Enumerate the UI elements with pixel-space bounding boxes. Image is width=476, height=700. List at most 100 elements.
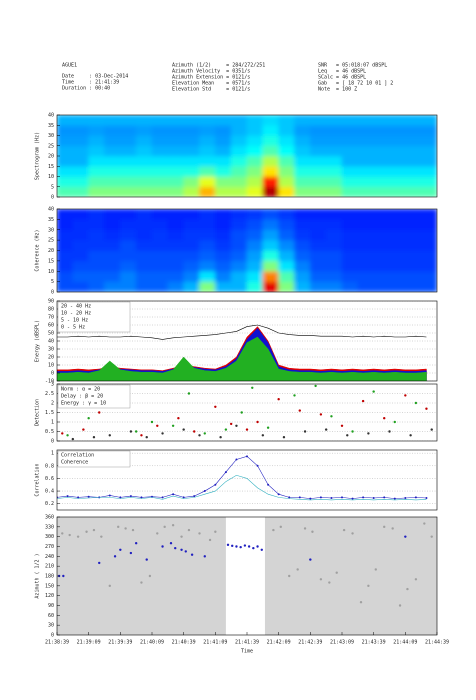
heatmap-cell [72, 209, 89, 220]
heatmap-cell [262, 155, 279, 167]
heatmap-cell [88, 260, 105, 272]
heatmap-cell [325, 155, 343, 167]
heatmap-cell [199, 250, 216, 262]
heatmap-cell [294, 176, 311, 188]
heatmap-cell [167, 229, 184, 241]
heatmap-cell [230, 260, 248, 272]
heatmap-cell [373, 250, 390, 262]
heatmap-cell [57, 260, 74, 272]
scatter-point [76, 535, 80, 538]
scatter-point [406, 587, 409, 591]
heatmap-cell [310, 115, 327, 126]
heatmap-cell [357, 124, 374, 136]
y-tick-label: 0.6 [45, 476, 54, 482]
heatmap-cell [88, 186, 105, 197]
heatmap-cell [341, 250, 359, 262]
series-line [57, 474, 427, 501]
heatmap-cell [215, 135, 232, 147]
legend-entry: 10 - 20 Hz [61, 311, 91, 317]
heatmap-cell [341, 186, 359, 197]
y-tick-label: 0 [51, 371, 54, 377]
heatmap-cell [420, 219, 437, 231]
heatmap-cell [325, 229, 343, 241]
heatmap-cell [341, 176, 359, 188]
legend-entry: 20 - 40 Hz [61, 304, 91, 310]
heatmap-cell [373, 270, 390, 282]
heatmap-cell [405, 186, 422, 197]
heatmap-cell [278, 145, 295, 157]
header-text: SCalc = 46 dBSPL [318, 75, 366, 81]
heatmap-cell [246, 260, 264, 272]
scatter-point [311, 530, 314, 533]
heatmap-cell [57, 176, 74, 188]
heatmap-cell [405, 281, 422, 292]
heatmap-cell [246, 250, 264, 262]
scatter-point [296, 568, 299, 571]
heatmap-cell [151, 165, 169, 177]
header-text: Azimuth Velocity = 0351/s [172, 69, 250, 75]
heatmap-cell [262, 165, 279, 177]
series-marker [77, 496, 80, 499]
series-marker [161, 496, 164, 499]
scatter-point [319, 413, 323, 416]
heatmap-cell [373, 115, 390, 126]
scatter-point [171, 523, 175, 527]
scatter-point [190, 553, 194, 556]
y-tick-label: 60 [48, 323, 54, 329]
x-tick-label: 21:42:09 [267, 640, 291, 646]
scatter-point [214, 530, 217, 533]
heatmap-cell [135, 209, 153, 220]
heatmap-cell [420, 260, 437, 272]
heatmap-cell [183, 176, 200, 188]
heatmap-cell [389, 250, 406, 262]
heatmap-cell [135, 250, 153, 262]
heatmap-cell [199, 229, 216, 241]
heatmap-cell [183, 260, 200, 272]
scatter-point [61, 532, 64, 535]
heatmap-cell [357, 135, 374, 147]
heatmap-cell [230, 219, 248, 231]
heatmap-cell [310, 165, 327, 177]
series-marker [288, 496, 291, 499]
heatmap-cell [230, 239, 248, 251]
heatmap-cell [104, 135, 121, 147]
y-tick-label: 10 [48, 269, 54, 275]
scatter-point [247, 545, 251, 548]
heatmap-cell [167, 135, 184, 147]
heatmap-cell [57, 281, 74, 292]
heatmap-cell [230, 155, 248, 167]
y-tick-label: 40 [48, 113, 54, 119]
heatmap-cell [151, 229, 169, 241]
heatmap-cell [88, 145, 105, 157]
heatmap-cell [104, 115, 121, 126]
heatmap-cell [310, 239, 327, 251]
heatmap-cell [325, 219, 343, 231]
heatmap-cell [373, 124, 390, 136]
heatmap-cell [104, 270, 121, 282]
heatmap-cell [183, 281, 200, 292]
heatmap-cell [135, 281, 153, 292]
heatmap-cell [167, 176, 184, 188]
heatmap-cell [215, 260, 232, 272]
heatmap-cell [341, 270, 359, 282]
heatmap-cell [215, 165, 232, 177]
y-tick-label: 0.8 [45, 463, 54, 469]
series-marker [425, 497, 428, 499]
heatmap-cell [278, 229, 295, 241]
heatmap-cell [262, 229, 279, 241]
heatmap-cell [246, 239, 264, 251]
heatmap-cell [294, 124, 311, 136]
heatmap-cell [183, 135, 200, 147]
heatmap-cell [183, 186, 200, 197]
heatmap-cell [72, 250, 89, 262]
heatmap-cell [120, 165, 137, 177]
heatmap-cell [405, 239, 422, 251]
heatmap-cell [135, 124, 153, 136]
heatmap-cell [57, 165, 74, 177]
heatmap-cell [151, 260, 169, 272]
y-tick-label: 2 [51, 401, 54, 407]
legend-entry: Norm : α = 20 [61, 387, 100, 393]
scatter-point [252, 546, 255, 550]
scatter-point [61, 432, 64, 435]
header-text: Azimuth (1/2) = 284/272/251 [172, 63, 265, 69]
